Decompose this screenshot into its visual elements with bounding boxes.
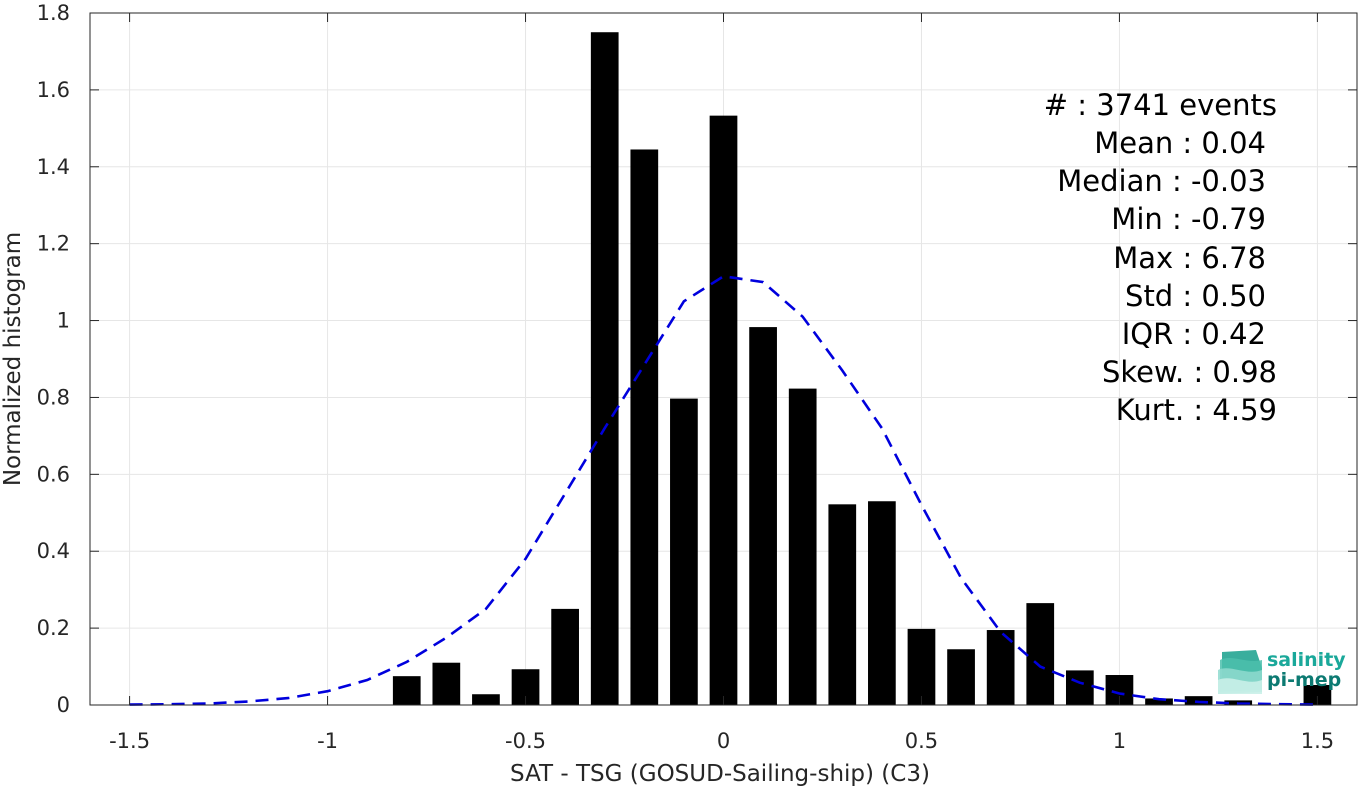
bar-14 bbox=[947, 649, 975, 705]
bars bbox=[392, 32, 1332, 705]
y-tick-label-6: 1.2 bbox=[37, 232, 70, 256]
bar-8 bbox=[709, 115, 738, 705]
y-axis-ticks: 0 0.2 0.4 0.6 0.8 1 1.2 1.4 1.6 1.8 bbox=[37, 1, 1357, 717]
logo-text-pimep: pi-mep bbox=[1267, 669, 1341, 691]
stat-kurt: Kurt. : 4.59 bbox=[1116, 393, 1277, 427]
bar-12 bbox=[868, 501, 896, 705]
stat-median: Median : -0.03 bbox=[1057, 164, 1266, 198]
bar-16 bbox=[1026, 603, 1055, 705]
fit-curve bbox=[129, 274, 1318, 706]
stat-max: Max : 6.78 bbox=[1113, 241, 1266, 275]
bar-2 bbox=[472, 694, 500, 705]
bar-23 bbox=[1303, 685, 1332, 705]
bar-17 bbox=[1065, 670, 1094, 705]
bar-9 bbox=[749, 327, 777, 705]
y-tick-label-1: 0.2 bbox=[37, 616, 70, 640]
y-tick-label-8: 1.6 bbox=[37, 78, 70, 102]
y-tick-label-0: 0 bbox=[57, 693, 70, 717]
fit-curve-line bbox=[129, 274, 1318, 706]
y-tick-label-7: 1.4 bbox=[37, 155, 70, 179]
bar-6 bbox=[630, 149, 659, 705]
y-tick-label-3: 0.6 bbox=[37, 462, 70, 486]
y-tick-label-4: 0.8 bbox=[37, 385, 70, 409]
stats-box: # : 3741 events Mean : 0.04 Median : -0.… bbox=[1044, 88, 1277, 427]
bar-15 bbox=[986, 630, 1015, 705]
bar-0 bbox=[392, 676, 421, 705]
bar-11 bbox=[828, 504, 857, 705]
stat-mean: Mean : 0.04 bbox=[1094, 126, 1266, 160]
x-tick-label-5: 1 bbox=[1113, 729, 1126, 753]
bar-20 bbox=[1184, 696, 1213, 705]
stat-skew: Skew. : 0.98 bbox=[1102, 355, 1277, 389]
bar-7 bbox=[670, 398, 698, 705]
bar-5 bbox=[590, 32, 619, 705]
logo-text-salinity: salinity bbox=[1267, 649, 1346, 671]
bar-1 bbox=[432, 662, 461, 705]
x-tick-label-1: -1 bbox=[317, 729, 338, 753]
wave-logo-icon bbox=[1218, 650, 1262, 694]
bar-13 bbox=[907, 628, 936, 705]
y-axis-label: Normalized histogram bbox=[0, 232, 26, 486]
y-tick-label-5: 1 bbox=[57, 309, 70, 333]
stat-std: Std : 0.50 bbox=[1125, 279, 1266, 313]
x-tick-label-3: 0 bbox=[717, 729, 730, 753]
stat-min: Min : -0.79 bbox=[1111, 202, 1266, 236]
bar-4 bbox=[551, 608, 579, 705]
bar-19 bbox=[1145, 698, 1173, 705]
x-tick-label-6: 1.5 bbox=[1301, 729, 1334, 753]
bar-10 bbox=[788, 388, 817, 705]
x-tick-label-4: 0.5 bbox=[905, 729, 938, 753]
stat-iqr: IQR : 0.42 bbox=[1122, 317, 1266, 351]
y-tick-label-2: 0.4 bbox=[37, 539, 70, 563]
x-tick-label-2: -0.5 bbox=[505, 729, 546, 753]
x-axis-label: SAT - TSG (GOSUD-Sailing-ship) (C3) bbox=[510, 761, 930, 787]
y-tick-label-9: 1.8 bbox=[37, 1, 70, 25]
stat-events: # : 3741 events bbox=[1044, 88, 1277, 122]
x-tick-label-0: -1.5 bbox=[109, 729, 150, 753]
salinity-pimep-logo: salinity pi-mep bbox=[1218, 649, 1346, 694]
x-axis-ticks: -1.5 -1 -0.5 0 0.5 1 1.5 bbox=[109, 13, 1334, 753]
